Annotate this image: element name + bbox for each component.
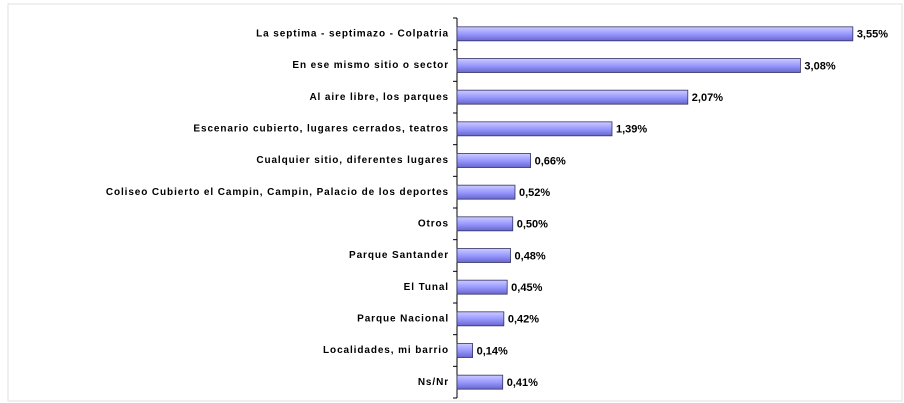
value-label: 0,66%	[535, 155, 566, 167]
y-tick-label: Localidades, mi barrio	[323, 345, 449, 356]
bar	[456, 374, 504, 390]
y-tick-label: Parque Santander	[349, 250, 449, 261]
value-label: 3,55%	[857, 29, 888, 41]
bar	[456, 216, 514, 232]
value-label: 1,39%	[616, 124, 647, 136]
value-label: 3,08%	[804, 60, 835, 72]
bar	[456, 248, 511, 263]
y-tick-label: Ns/Nr	[418, 377, 449, 388]
value-label: 2,07%	[692, 92, 723, 104]
value-label: 0,14%	[477, 345, 508, 357]
value-label: 0,41%	[507, 377, 538, 389]
y-tick-label: Parque Nacional	[357, 313, 449, 324]
y-tick-label: El Tunal	[404, 282, 449, 293]
value-label: 0,48%	[515, 250, 546, 262]
y-tick-label: Coliseo Cubierto el Campin, Campin, Pala…	[106, 187, 449, 198]
bar	[456, 26, 854, 42]
chart-border	[7, 3, 903, 402]
bar	[456, 58, 801, 73]
y-tick-label: En ese mismo sitio o sector	[292, 60, 449, 71]
value-label: 0,45%	[511, 282, 542, 294]
y-tick-label: La septima - septimazo - Colpatria	[256, 28, 449, 39]
value-label: 0,42%	[508, 314, 539, 326]
bar	[456, 343, 474, 358]
value-label: 0,52%	[519, 187, 550, 199]
y-tick-label: Al aire libre, los parques	[309, 92, 449, 103]
bar	[456, 89, 689, 105]
bar	[456, 279, 508, 295]
value-label: 0,50%	[517, 219, 548, 231]
y-tick-label: Cualquier sitio, diferentes lugares	[256, 155, 449, 166]
bar	[456, 121, 613, 137]
bar	[456, 311, 505, 327]
bar	[456, 153, 531, 168]
y-tick-label: Escenario cubierto, lugares cerrados, te…	[193, 123, 449, 134]
y-tick-label: Otros	[418, 218, 449, 229]
bar	[456, 184, 516, 200]
